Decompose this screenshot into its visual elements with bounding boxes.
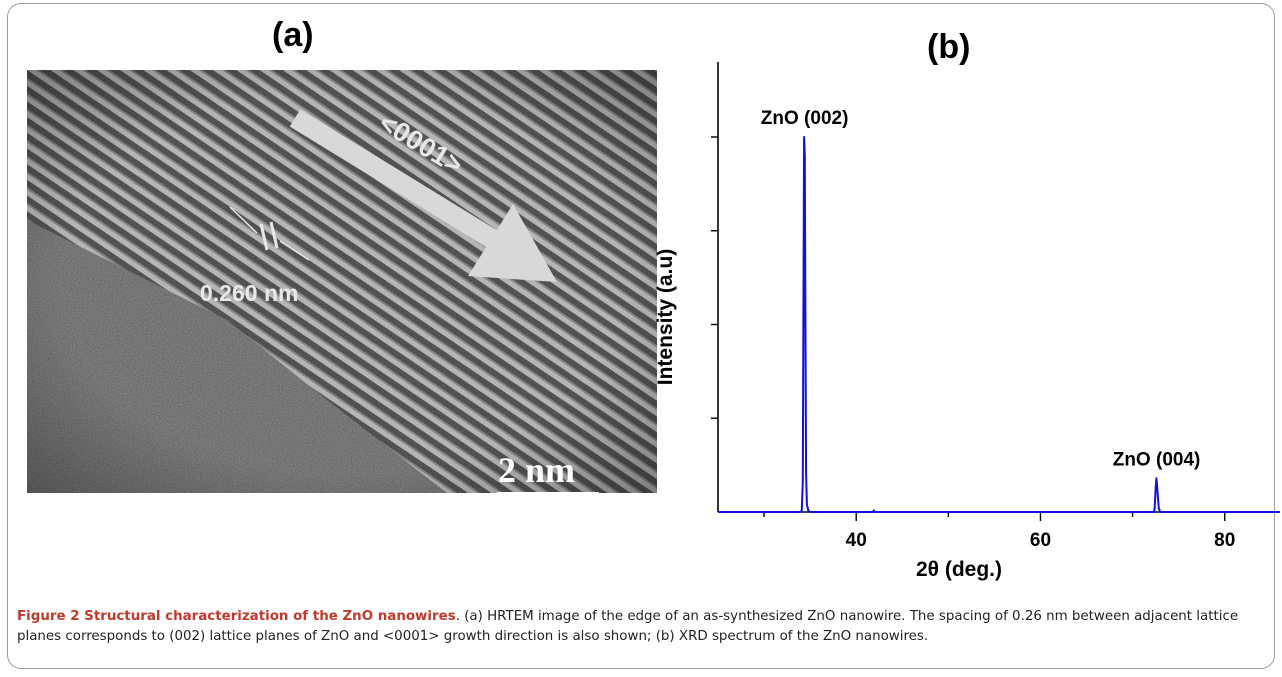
xrd-annotations: ZnO (002) ZnO (004) — [761, 108, 1201, 470]
caption-title: Figure 2 Structural characterization of … — [17, 609, 456, 624]
scale-bar-label: 2 nm — [498, 450, 575, 490]
panel-b-label: (b) — [927, 28, 971, 66]
xrd-series — [718, 136, 1280, 513]
x-tick-label: 60 — [1030, 530, 1051, 551]
caption-text: . (a) HRTEM image of the edge of an as-s… — [17, 609, 1239, 644]
x-axis-title: 2θ (deg.) — [916, 558, 1002, 581]
x-tick-label: 40 — [846, 530, 867, 551]
peak-label: ZnO (004) — [1113, 449, 1201, 470]
figure-caption: Figure 2 Structural characterization of … — [17, 607, 1262, 647]
x-tick-label: 80 — [1214, 530, 1235, 551]
y-axis-title: Intensity (a.u) — [654, 249, 677, 386]
hrtem-image: <0001> 0.260 nm 2 nm — [27, 70, 657, 493]
xrd-axes: 40 60 80 — [711, 62, 1280, 551]
growth-direction-arrow — [289, 109, 557, 282]
peak-label: ZnO (002) — [761, 108, 849, 129]
xrd-spectrum-line — [718, 136, 1280, 513]
xrd-chart: 40 60 80 ZnO (002) ZnO (004) 2θ (deg.) Inte… — [640, 60, 1280, 590]
spacing-marker — [229, 206, 310, 261]
panel-a-label: (a) — [272, 16, 314, 54]
spacing-label: 0.260 nm — [200, 280, 298, 306]
scale-bar — [497, 492, 599, 493]
